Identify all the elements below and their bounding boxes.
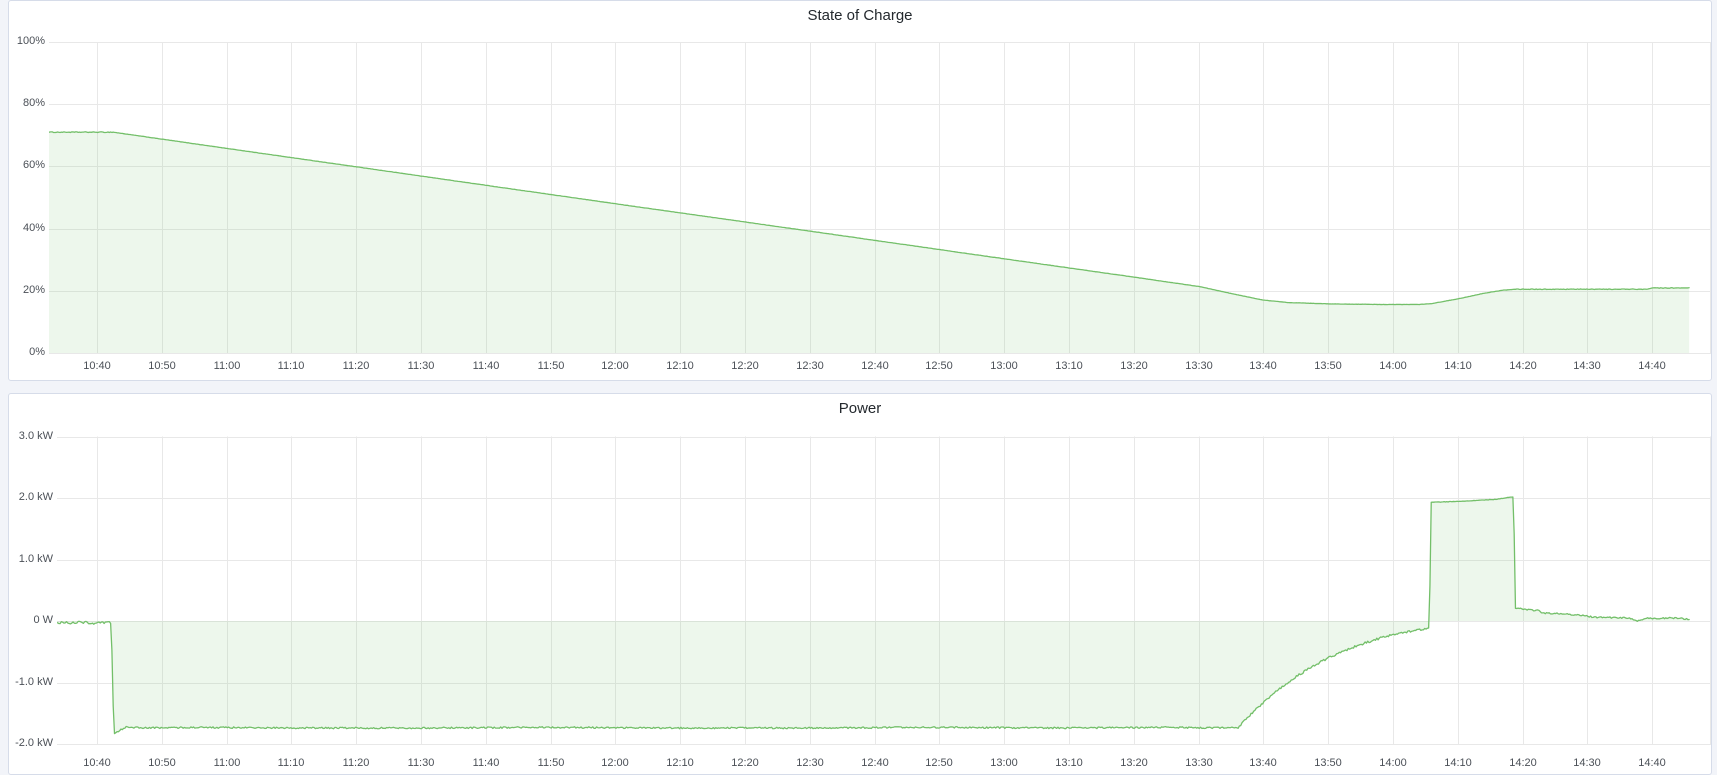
- power-chart-plot[interactable]: [9, 394, 1711, 774]
- panel-title-state-of-charge[interactable]: State of Charge: [807, 7, 913, 24]
- soc-chart-plot[interactable]: [9, 1, 1711, 380]
- panel-power: Power 3.0 kW 2.0 kW 1.0 kW 0 W -1.0 kW -2.0 k…: [8, 393, 1712, 775]
- panel-title-power[interactable]: Power: [838, 400, 882, 417]
- panel-state-of-charge: State of Charge 100% 80% 60% 40% 20% 0% 10:40…: [8, 0, 1712, 381]
